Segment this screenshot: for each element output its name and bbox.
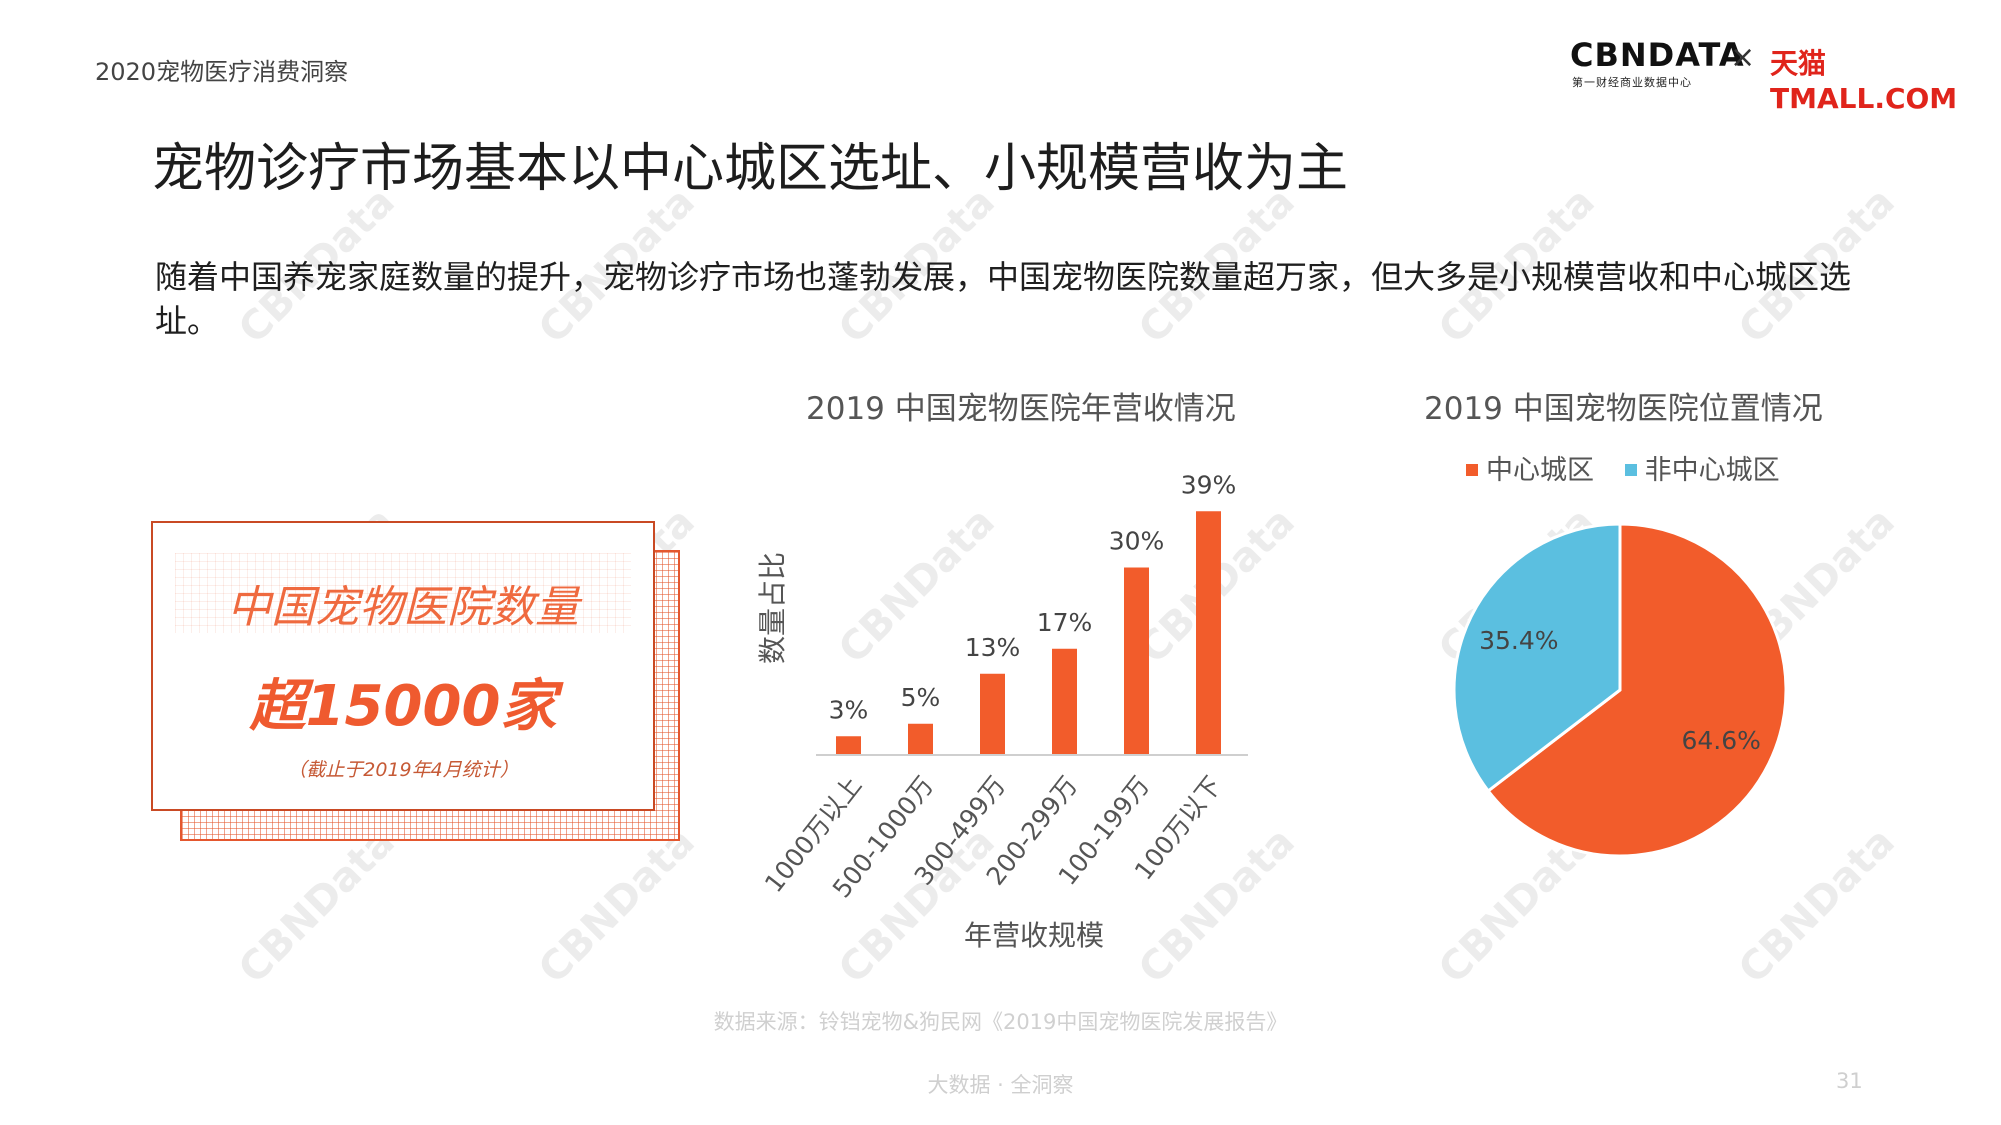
page-description: 随着中国养宠家庭数量的提升，宠物诊疗市场也蓬勃发展，中国宠物医院数量超万家，但大… (155, 258, 1852, 340)
legend-item-center: 中心城区 (1466, 448, 1594, 487)
watermark: CBNData (530, 818, 704, 993)
card-label: 中国宠物医院数量 (227, 582, 579, 633)
watermark: CBNData (230, 818, 404, 993)
cbndata-logo-subtitle: 第一财经商业数据中心 (1572, 76, 1692, 89)
legend-label-noncenter: 非中心城区 (1644, 455, 1780, 486)
bar-data-label: 3% (829, 695, 869, 724)
bar-data-label: 39% (1181, 470, 1237, 499)
pie-data-label: 35.4% (1479, 626, 1558, 655)
bar-series: 3%1000万以上5%500-1000万13%300-499万17%200-29… (759, 470, 1236, 903)
brand-separator: × (1730, 40, 1756, 75)
brand-logos: CBNDATA 第一财经商业数据中心 × 天猫TMALL.COM (1570, 36, 1970, 115)
card-note: （截止于2019年4月统计） (287, 759, 519, 781)
tmall-logo: 天猫TMALL.COM (1770, 47, 1958, 115)
pie-chart: 64.6% 35.4% (1452, 522, 1788, 858)
bar-5 (1196, 511, 1221, 755)
pie-chart-title: 2019 中国宠物医院位置情况 (1424, 391, 1823, 427)
cbndata-logo: CBNDATA (1570, 36, 1745, 74)
bar-3 (1052, 648, 1077, 755)
bar-chart-title: 2019 中国宠物医院年营收情况 (806, 391, 1236, 427)
x-axis-label: 年营收规模 (964, 919, 1104, 950)
pie-slice-1 (1452, 522, 1622, 794)
page-number: 31 (1836, 1069, 1863, 1093)
bar-4 (1124, 567, 1149, 755)
bar-data-label: 17% (1037, 608, 1093, 637)
bar-1 (908, 723, 933, 755)
bar-2 (980, 673, 1005, 755)
legend-swatch-noncenter (1624, 463, 1637, 476)
y-axis-label: 数量占比 (756, 552, 789, 664)
report-title: 2020宠物医疗消费洞察 (95, 58, 349, 86)
legend-label-center: 中心城区 (1486, 455, 1594, 486)
bar-chart: 3%1000万以上5%500-1000万13%300-499万17%200-29… (756, 470, 1248, 950)
pie-slices: 64.6% 35.4% (1452, 522, 1788, 858)
legend-item-noncenter: 非中心城区 (1624, 448, 1780, 487)
pie-data-label: 64.6% (1682, 726, 1761, 755)
legend-swatch-center (1466, 463, 1478, 476)
hospital-count-card: 中国宠物医院数量 超15000家 （截止于2019年4月统计） (151, 521, 655, 811)
data-source: 数据来源：铃铛宠物&狗民网《2019中国宠物医院发展报告》 (713, 1010, 1288, 1034)
footer-slogan: 大数据 · 全洞察 (927, 1073, 1074, 1097)
card-grid-decoration (175, 553, 631, 633)
bar-data-label: 13% (965, 633, 1021, 662)
pie-legend: 中心城区 非中心城区 (1466, 448, 1802, 487)
bar-data-label: 5% (901, 683, 941, 712)
card-value: 超15000家 (249, 674, 557, 739)
bar-0 (836, 736, 861, 755)
page-title: 宠物诊疗市场基本以中心城区选址、小规模营收为主 (152, 139, 1349, 199)
pie-slice-0 (1486, 522, 1788, 858)
bar-data-label: 30% (1109, 527, 1165, 556)
